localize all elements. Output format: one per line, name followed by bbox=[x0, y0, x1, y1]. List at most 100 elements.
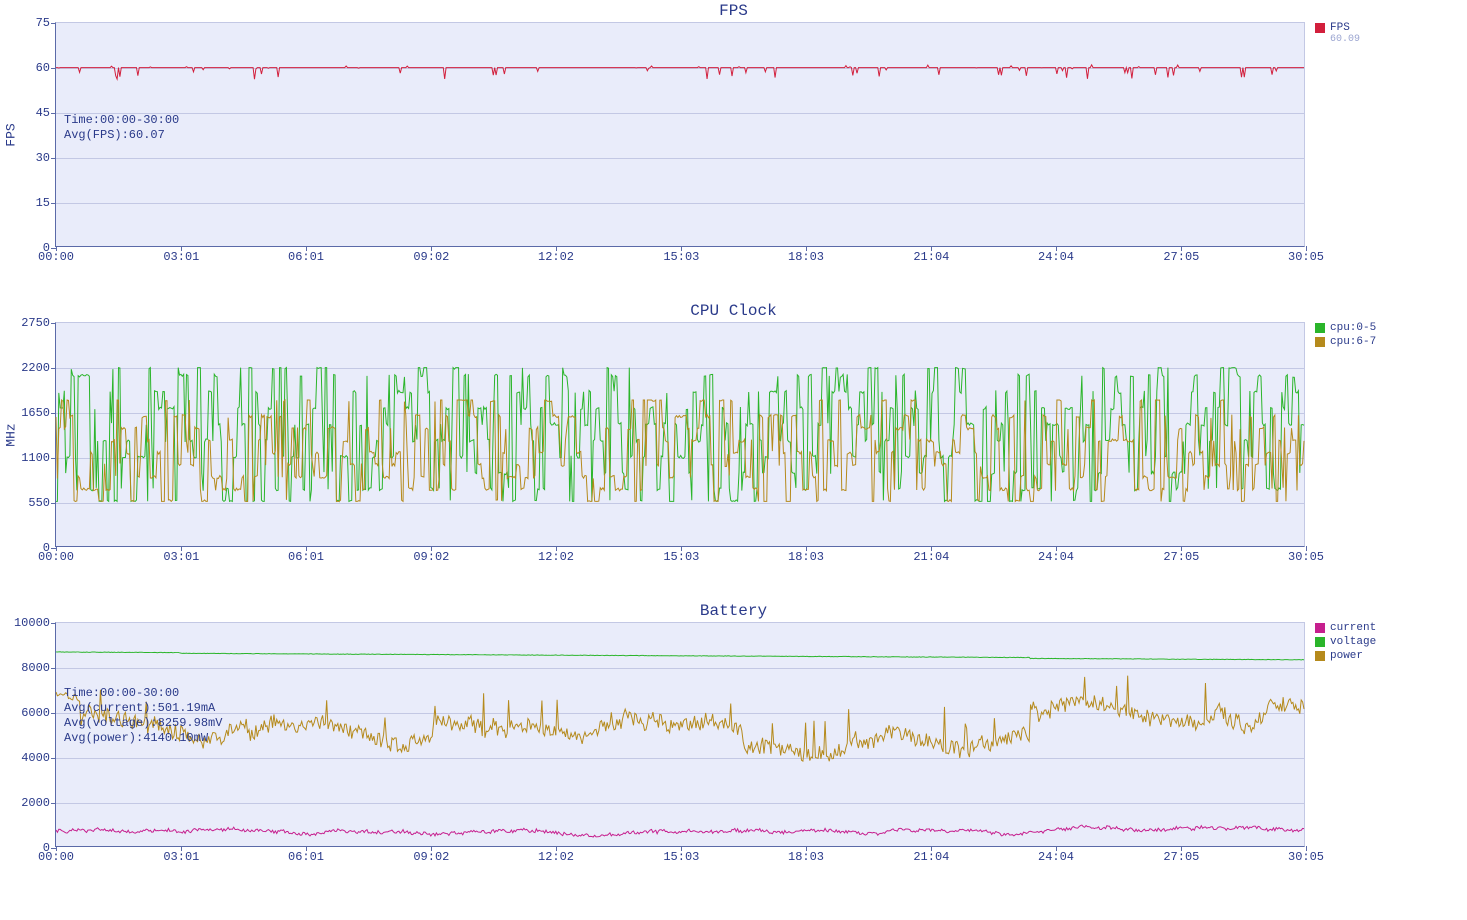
chart-title: Battery bbox=[0, 600, 1467, 620]
overlay-line: Avg(current):501.19mA bbox=[64, 701, 222, 716]
xtick-label: 00:00 bbox=[38, 250, 74, 264]
series-FPS bbox=[56, 65, 1304, 79]
legend-item: cpu:6-7 bbox=[1315, 336, 1376, 348]
legend-swatch bbox=[1315, 23, 1325, 33]
series-svg bbox=[56, 323, 1304, 546]
legend-sublabel: 60.09 bbox=[1330, 34, 1360, 45]
legend-item: cpu:0-5 bbox=[1315, 322, 1376, 334]
xtick-label: 21:04 bbox=[913, 550, 949, 564]
xtick-label: 24:04 bbox=[1038, 550, 1074, 564]
overlay-line: Time:00:00-30:00 bbox=[64, 113, 179, 128]
legend-item: power bbox=[1315, 650, 1376, 662]
y-axis-label: MHz bbox=[4, 423, 19, 446]
xtick-label: 21:04 bbox=[913, 250, 949, 264]
legend-battery: current voltage power bbox=[1315, 622, 1376, 664]
legend-swatch bbox=[1315, 623, 1325, 633]
xtick-label: 30:05 bbox=[1288, 850, 1324, 864]
xtick-label: 06:01 bbox=[288, 250, 324, 264]
y-axis-label: FPS bbox=[4, 123, 19, 146]
series-cpu:0-5 bbox=[56, 368, 1304, 502]
chart-fps: FPS0153045607500:0003:0106:0109:0212:021… bbox=[0, 0, 1467, 300]
chart-title: FPS bbox=[0, 0, 1467, 20]
xtick-label: 15:03 bbox=[663, 550, 699, 564]
plot-bg: 0153045607500:0003:0106:0109:0212:0215:0… bbox=[55, 22, 1305, 247]
ytick-label: 2750 bbox=[21, 316, 50, 330]
xtick-label: 00:00 bbox=[38, 550, 74, 564]
xtick-label: 12:02 bbox=[538, 250, 574, 264]
ytick-label: 1650 bbox=[21, 406, 50, 420]
plot-area-cpu: 0550110016502200275000:0003:0106:0109:02… bbox=[55, 322, 1305, 547]
legend-label: FPS bbox=[1330, 22, 1350, 34]
legend-item: voltage bbox=[1315, 636, 1376, 648]
xtick-label: 03:01 bbox=[163, 550, 199, 564]
xtick-label: 09:02 bbox=[413, 550, 449, 564]
overlay-line: Avg(power):4140.10mW bbox=[64, 731, 222, 746]
overlay-line: Avg(voltage):8259.98mV bbox=[64, 716, 222, 731]
xtick-label: 21:04 bbox=[913, 850, 949, 864]
ytick-label: 2200 bbox=[21, 361, 50, 375]
legend-swatch bbox=[1315, 323, 1325, 333]
ytick-label: 10000 bbox=[14, 616, 50, 630]
xtick-label: 27:05 bbox=[1163, 250, 1199, 264]
chart-battery: Battery020004000600080001000000:0003:010… bbox=[0, 600, 1467, 900]
ytick-label: 30 bbox=[36, 151, 50, 165]
legend-item: current bbox=[1315, 622, 1376, 634]
page-root: FPS0153045607500:0003:0106:0109:0212:021… bbox=[0, 0, 1467, 920]
legend-swatch bbox=[1315, 637, 1325, 647]
ytick-label: 60 bbox=[36, 61, 50, 75]
overlay-line: Time:00:00-30:00 bbox=[64, 686, 222, 701]
xtick-label: 30:05 bbox=[1288, 550, 1324, 564]
xtick-label: 03:01 bbox=[163, 250, 199, 264]
xtick-label: 15:03 bbox=[663, 250, 699, 264]
xtick-label: 18:03 bbox=[788, 850, 824, 864]
legend-swatch bbox=[1315, 651, 1325, 661]
plot-area-fps: 0153045607500:0003:0106:0109:0212:0215:0… bbox=[55, 22, 1305, 247]
xtick-label: 12:02 bbox=[538, 550, 574, 564]
xtick-label: 24:04 bbox=[1038, 250, 1074, 264]
legend-item: FPS bbox=[1315, 22, 1360, 34]
ytick-label: 550 bbox=[28, 496, 50, 510]
xtick-label: 06:01 bbox=[288, 850, 324, 864]
xtick-label: 15:03 bbox=[663, 850, 699, 864]
xtick-label: 30:05 bbox=[1288, 250, 1324, 264]
plot-area-battery: 020004000600080001000000:0003:0106:0109:… bbox=[55, 622, 1305, 847]
ytick-label: 4000 bbox=[21, 751, 50, 765]
xtick-label: 27:05 bbox=[1163, 550, 1199, 564]
xtick-label: 24:04 bbox=[1038, 850, 1074, 864]
legend-label: cpu:0-5 bbox=[1330, 322, 1376, 334]
chart-cpu: CPU Clock0550110016502200275000:0003:010… bbox=[0, 300, 1467, 600]
ytick-label: 6000 bbox=[21, 706, 50, 720]
plot-bg: 020004000600080001000000:0003:0106:0109:… bbox=[55, 622, 1305, 847]
xtick-label: 18:03 bbox=[788, 250, 824, 264]
series-svg bbox=[56, 623, 1304, 846]
legend-label: power bbox=[1330, 650, 1363, 662]
xtick-label: 03:01 bbox=[163, 850, 199, 864]
series-svg bbox=[56, 23, 1304, 246]
overlay-stats: Time:00:00-30:00Avg(current):501.19mAAvg… bbox=[64, 686, 222, 746]
legend-label: voltage bbox=[1330, 636, 1376, 648]
xtick-label: 09:02 bbox=[413, 250, 449, 264]
legend-fps: FPS60.09 bbox=[1315, 22, 1360, 45]
ytick-label: 45 bbox=[36, 106, 50, 120]
xtick-label: 00:00 bbox=[38, 850, 74, 864]
overlay-stats: Time:00:00-30:00Avg(FPS):60.07 bbox=[64, 113, 179, 143]
ytick-label: 15 bbox=[36, 196, 50, 210]
plot-bg: 0550110016502200275000:0003:0106:0109:02… bbox=[55, 322, 1305, 547]
series-power bbox=[56, 676, 1304, 762]
ytick-label: 1100 bbox=[21, 451, 50, 465]
legend-label: current bbox=[1330, 622, 1376, 634]
overlay-line: Avg(FPS):60.07 bbox=[64, 128, 179, 143]
ytick-label: 75 bbox=[36, 16, 50, 30]
series-current bbox=[56, 825, 1304, 837]
chart-title: CPU Clock bbox=[0, 300, 1467, 320]
series-cpu:6-7 bbox=[56, 400, 1304, 501]
xtick-label: 18:03 bbox=[788, 550, 824, 564]
ytick-label: 2000 bbox=[21, 796, 50, 810]
xtick-label: 06:01 bbox=[288, 550, 324, 564]
legend-cpu: cpu:0-5 cpu:6-7 bbox=[1315, 322, 1376, 350]
legend-label: cpu:6-7 bbox=[1330, 336, 1376, 348]
series-voltage bbox=[56, 652, 1304, 660]
legend-swatch bbox=[1315, 337, 1325, 347]
xtick-label: 09:02 bbox=[413, 850, 449, 864]
ytick-label: 8000 bbox=[21, 661, 50, 675]
